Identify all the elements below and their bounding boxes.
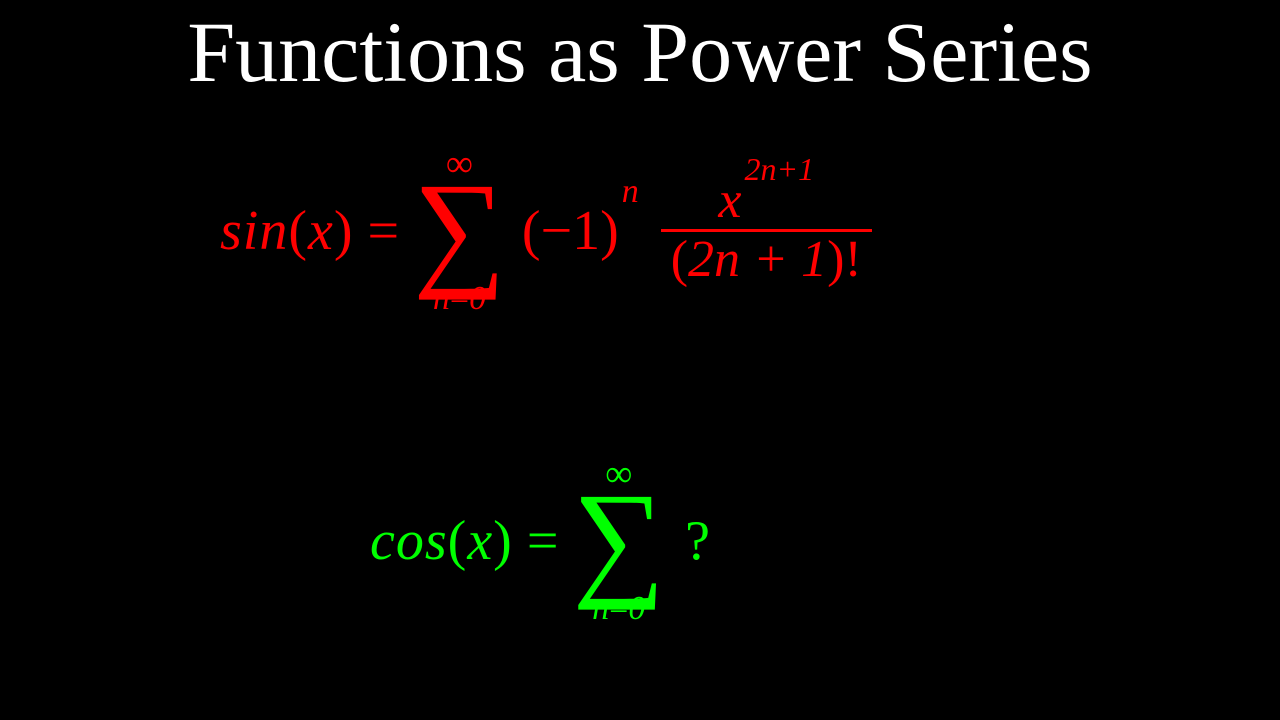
sin-arg: x xyxy=(308,200,334,262)
sum-lower-var: n xyxy=(592,590,609,627)
sin-fn: sin xyxy=(220,200,288,262)
sin-denominator: (2n + 1)! xyxy=(661,232,872,288)
equation-cos: cos(x) = ∞ ∑ n=0 ? xyxy=(370,455,710,626)
sin-equals: = xyxy=(368,199,400,263)
sum-lower-val: 0 xyxy=(628,590,645,627)
coeff-close: ) xyxy=(600,200,619,262)
den-open: ( xyxy=(671,231,688,288)
sigma-icon: ∑ xyxy=(572,489,665,590)
num-exp: 2n+1 xyxy=(745,151,815,187)
sum-lower-val: 0 xyxy=(469,280,486,317)
den-close: ) xyxy=(827,231,844,288)
den-fact: ! xyxy=(844,231,861,288)
coeff-exp: n xyxy=(622,173,639,211)
sin-term: (−1) n x 2n+1 (2n + 1)! xyxy=(522,173,872,288)
sin-lhs: sin(x) xyxy=(220,199,354,263)
sin-numerator: x 2n+1 xyxy=(708,173,824,229)
sigma-icon: ∑ xyxy=(413,179,506,280)
sin-sum-lower: n=0 xyxy=(433,282,486,316)
cos-fn: cos xyxy=(370,510,448,572)
slide-title: Functions as Power Series xyxy=(0,2,1280,102)
coeff-open: ( xyxy=(522,200,541,262)
cos-lhs: cos(x) xyxy=(370,509,513,573)
coeff-minus: − xyxy=(540,200,572,262)
cos-sigma: ∞ ∑ n=0 xyxy=(572,455,665,626)
cos-unknown: ? xyxy=(685,509,710,573)
sin-coeff: (−1) n xyxy=(522,199,639,263)
slide-canvas: Functions as Power Series sin(x) = ∞ ∑ n… xyxy=(0,0,1280,720)
cos-arg: x xyxy=(467,510,493,572)
den-body: 2n + 1 xyxy=(688,231,827,288)
equation-sin: sin(x) = ∞ ∑ n=0 (−1) n x 2n+1 xyxy=(220,145,872,316)
num-base: x xyxy=(718,175,741,227)
sin-fraction: x 2n+1 (2n + 1)! xyxy=(661,173,872,288)
sum-lower-var: n xyxy=(433,280,450,317)
coeff-one: 1 xyxy=(572,200,600,262)
cos-sum-lower: n=0 xyxy=(592,592,645,626)
sum-lower-eq: = xyxy=(450,280,469,317)
sum-lower-eq: = xyxy=(609,590,628,627)
cos-equals: = xyxy=(527,509,559,573)
sin-sigma: ∞ ∑ n=0 xyxy=(413,145,506,316)
